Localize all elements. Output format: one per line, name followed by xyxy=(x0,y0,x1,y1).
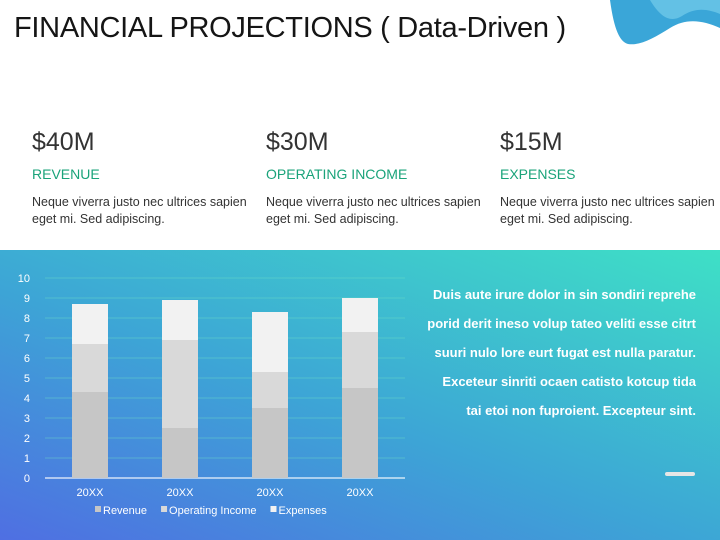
x-tick-label: 20XX xyxy=(257,487,285,499)
bar-segment-operating-income xyxy=(162,340,198,428)
bar-segment-operating-income xyxy=(72,344,108,392)
bar-segment-operating-income xyxy=(342,332,378,388)
bar-segment-expenses xyxy=(72,304,108,344)
bar-segment-expenses xyxy=(342,298,378,332)
y-tick-label: 10 xyxy=(18,273,30,285)
legend-swatch xyxy=(270,506,277,512)
x-tick-label: 20XX xyxy=(77,487,105,499)
bar-segment-operating-income xyxy=(252,372,288,408)
y-tick-label: 5 xyxy=(24,373,30,385)
y-tick-label: 8 xyxy=(24,313,30,325)
legend-label: Operating Income xyxy=(169,505,256,517)
stat-value: $30M xyxy=(266,128,329,156)
y-tick-label: 9 xyxy=(24,293,30,305)
bar-segment-revenue xyxy=(342,388,378,478)
stat-revenue: $40M REVENUE Neque viverra justo nec ult… xyxy=(32,126,247,228)
legend-swatch xyxy=(161,506,168,512)
bar-segment-revenue xyxy=(162,428,198,478)
stacked-bar-chart: 0 1 2 3 4 5 6 7 8 9 10 20XX 20XX 20XX 20XX Revenue Opera… xyxy=(18,273,405,517)
bar-segment-expenses xyxy=(252,312,288,372)
bar-segment-revenue xyxy=(252,408,288,478)
stat-label: REVENUE xyxy=(32,166,100,182)
bar-segment-revenue xyxy=(72,392,108,478)
x-tick-label: 20XX xyxy=(167,487,195,499)
bar-segment-expenses xyxy=(162,300,198,340)
x-tick-label: 20XX xyxy=(347,487,375,499)
y-tick-label: 6 xyxy=(24,353,30,365)
y-tick-label: 4 xyxy=(24,393,30,405)
y-tick-label: 7 xyxy=(24,333,30,345)
stat-description: Neque viverra justo nec ultrices sapien … xyxy=(500,195,715,226)
stat-operating-income: $30M OPERATING INCOME Neque viverra just… xyxy=(266,126,481,228)
legend-label: Expenses xyxy=(278,505,327,517)
description-paragraph: Duis aute irure dolor in sin sondiri rep… xyxy=(427,287,696,418)
y-tick-label: 1 xyxy=(24,453,30,465)
stat-label: OPERATING INCOME xyxy=(266,166,408,182)
stat-value: $40M xyxy=(32,128,95,156)
legend-label: Revenue xyxy=(103,505,147,517)
stat-description: Neque viverra justo nec ultrices sapien … xyxy=(32,195,247,226)
stat-description: Neque viverra justo nec ultrices sapien … xyxy=(266,195,481,226)
chart-panel: 0 1 2 3 4 5 6 7 8 9 10 20XX 20XX 20XX 20XX Revenue Opera… xyxy=(0,250,720,540)
y-tick-label: 2 xyxy=(24,433,30,445)
wave-decoration xyxy=(610,0,720,45)
stat-expenses: $15M EXPENSES Neque viverra justo nec ul… xyxy=(500,126,715,228)
page-title: FINANCIAL PROJECTIONS ( Data-Driven ) xyxy=(14,12,566,44)
dash-decoration xyxy=(665,472,695,476)
stat-label: EXPENSES xyxy=(500,166,576,182)
legend-swatch xyxy=(95,506,101,512)
y-tick-label: 0 xyxy=(24,473,30,485)
y-tick-label: 3 xyxy=(24,413,30,425)
stat-value: $15M xyxy=(500,128,563,156)
